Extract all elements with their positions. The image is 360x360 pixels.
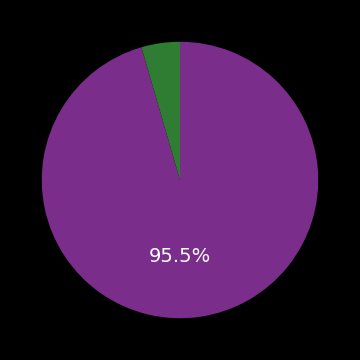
Wedge shape <box>42 42 318 318</box>
Wedge shape <box>141 42 180 180</box>
Text: 95.5%: 95.5% <box>149 247 211 266</box>
